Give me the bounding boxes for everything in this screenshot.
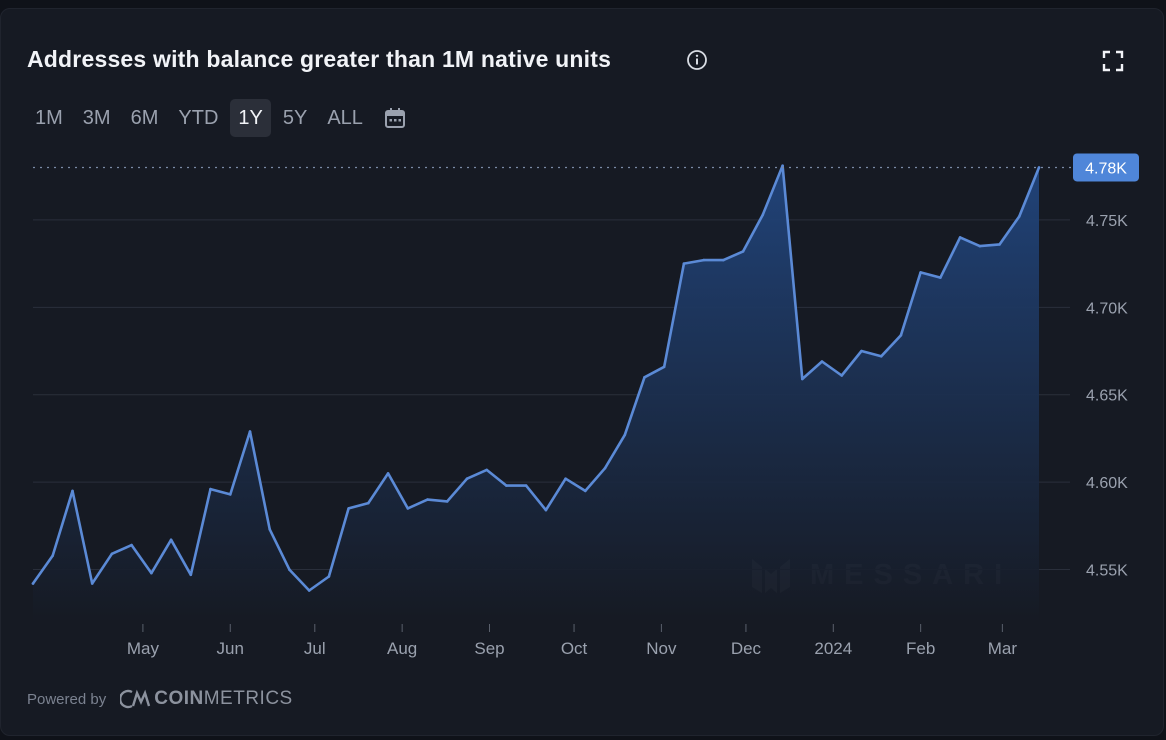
range-button-3m[interactable]: 3M (82, 107, 111, 129)
coinmetrics-logo-icon (120, 689, 151, 709)
range-button-1y[interactable]: 1Y (230, 99, 271, 137)
info-icon[interactable] (686, 49, 708, 71)
powered-by-text: Powered by (27, 690, 107, 708)
coinmetrics-light-text: METRICS (203, 688, 293, 709)
footer: Powered by COIN METRICS (27, 688, 293, 710)
range-button-1m[interactable]: 1M (35, 107, 63, 129)
range-button-5y[interactable]: 5Y (282, 107, 308, 129)
expand-icon[interactable] (1101, 49, 1125, 73)
coinmetrics-logo[interactable]: COIN METRICS (120, 688, 293, 710)
coinmetrics-bold-text: COIN (154, 688, 204, 709)
messari-watermark: MESSARI (750, 555, 1012, 595)
watermark-text: MESSARI (810, 558, 1013, 591)
range-button-6m[interactable]: 6M (130, 107, 159, 129)
range-button-ytd[interactable]: YTD (178, 107, 219, 129)
calendar-icon[interactable] (383, 106, 407, 130)
range-button-all[interactable]: ALL (327, 107, 363, 129)
messari-logo-icon (752, 559, 790, 593)
chart-title: Addresses with balance greater than 1M n… (27, 46, 612, 72)
time-range-selector: 1M 3M 6M YTD 1Y 5Y ALL (27, 98, 407, 138)
